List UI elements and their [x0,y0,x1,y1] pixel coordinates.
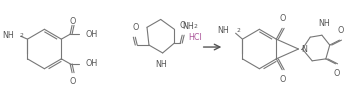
Text: HCl: HCl [188,33,202,42]
Text: NH: NH [2,31,14,40]
Text: 2: 2 [194,24,198,29]
Text: NH: NH [182,22,194,31]
Text: OH: OH [86,30,98,39]
Text: O: O [337,26,344,35]
Text: 2: 2 [20,33,23,38]
Text: NH: NH [217,26,229,35]
Text: O: O [333,69,340,78]
Text: N: N [302,45,307,53]
Text: NH: NH [155,60,166,69]
Text: NH: NH [318,19,330,28]
Text: O: O [280,14,286,23]
Text: OH: OH [86,59,98,68]
Text: O: O [70,17,76,26]
Text: O: O [180,21,186,30]
Text: 2: 2 [237,28,240,33]
Text: O: O [280,75,286,84]
Text: O: O [70,77,76,86]
Text: O: O [132,23,139,32]
